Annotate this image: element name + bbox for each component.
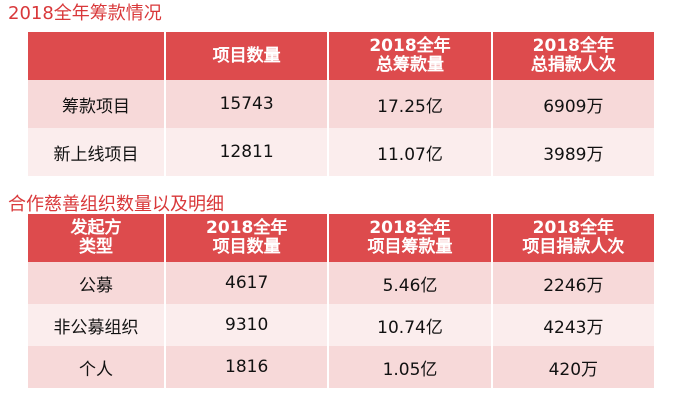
table-cell: 15743 (166, 80, 328, 128)
table-cell: 12811 (166, 128, 328, 176)
table-cell: 10.74亿 (329, 304, 491, 346)
table-row: 新上线项目 12811 11.07亿 3989万 (28, 128, 654, 176)
table-row: 个人 1816 1.05亿 420万 (28, 346, 654, 388)
section1-title: 2018全年筹款情况 (8, 3, 162, 24)
table-cell: 1.05亿 (329, 346, 491, 388)
row-label: 筹款项目 (28, 80, 164, 128)
column-header: 2018全年 项目捐款人次 (492, 214, 654, 262)
row-label: 公募 (28, 262, 164, 304)
table-cell: 17.25亿 (329, 80, 491, 128)
section2-title: 合作慈善组织数量以及明细 (8, 194, 224, 215)
table-cell: 420万 (492, 346, 654, 388)
fundraising-table: 项目数量 2018全年 总筹款量 2018全年 总捐款人次 筹款项目 15743 17.25亿… (26, 32, 656, 176)
column-header: 项目数量 (166, 32, 328, 80)
column-header: 发起方 类型 (28, 214, 164, 262)
row-label: 个人 (28, 346, 164, 388)
column-header: 2018全年 项目筹款量 (329, 214, 491, 262)
header-row: 发起方 类型 2018全年 项目数量 2018全年 项目筹款量 2018全年 项目捐款人次 (28, 214, 654, 262)
table-row: 筹款项目 15743 17.25亿 6909万 (28, 80, 654, 128)
table-cell: 2246万 (492, 262, 654, 304)
row-label: 非公募组织 (28, 304, 164, 346)
table-cell: 11.07亿 (329, 128, 491, 176)
column-header: 2018全年 总捐款人次 (492, 32, 654, 80)
table-row: 公募 4617 5.46亿 2246万 (28, 262, 654, 304)
table-cell: 1816 (166, 346, 328, 388)
table-cell: 6909万 (492, 80, 654, 128)
table-cell: 4617 (166, 262, 328, 304)
header-row: 项目数量 2018全年 总筹款量 2018全年 总捐款人次 (28, 32, 654, 80)
row-label: 新上线项目 (28, 128, 164, 176)
table-cell: 4243万 (492, 304, 654, 346)
column-header: 2018全年 总筹款量 (329, 32, 491, 80)
table-cell: 9310 (166, 304, 328, 346)
column-header (28, 32, 164, 80)
table-cell: 5.46亿 (329, 262, 491, 304)
organization-table: 发起方 类型 2018全年 项目数量 2018全年 项目筹款量 2018全年 项目捐款人次 公募… (26, 214, 656, 388)
table-cell: 3989万 (492, 128, 654, 176)
table-row: 非公募组织 9310 10.74亿 4243万 (28, 304, 654, 346)
column-header: 2018全年 项目数量 (166, 214, 328, 262)
